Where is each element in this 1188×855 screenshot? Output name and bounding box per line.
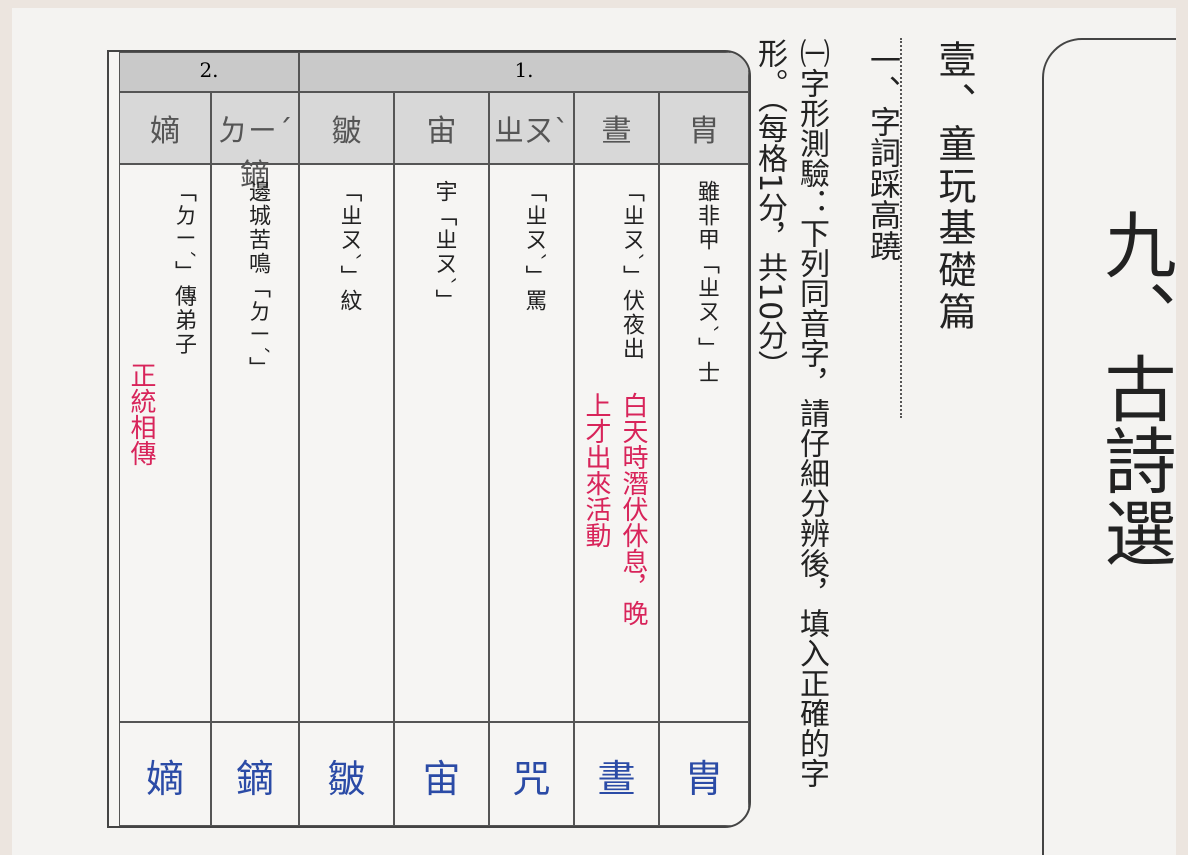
header-cell	[659, 92, 749, 164]
answer-cell	[394, 722, 489, 826]
body-cell	[489, 164, 574, 722]
prompt-text: 「ㄓㄡˋ」伏夜出	[619, 180, 644, 361]
body-cell	[659, 164, 749, 722]
body-cell	[574, 164, 659, 722]
header-char: ㄉㄧˊ鏑	[217, 114, 293, 193]
answer: 鏑	[235, 757, 274, 801]
header-char: 晝	[601, 114, 632, 149]
chapter-frame	[1042, 38, 1176, 855]
answer: 皺	[327, 757, 366, 801]
subsection-title: 一、字詞踩高蹺	[864, 44, 900, 261]
answer-cell	[574, 722, 659, 826]
header-cell	[574, 92, 659, 164]
header-char: 嫡	[150, 114, 180, 149]
body-cell	[119, 164, 211, 722]
handwritten-note: 白天時潛伏休息，晚上才出來活動	[581, 392, 648, 626]
header-char: 皺	[331, 114, 362, 149]
header-char: ㄓㄡˋ	[494, 114, 569, 149]
table: 1. 胄雖非甲「ㄓㄡˋ」士胄晝「ㄓㄡˋ」伏夜出 白天時潛伏休息，晚上才出來活動晝ㄓㄡ…	[107, 50, 751, 828]
header-cell	[299, 92, 394, 164]
section-title: 壹、童玩基礎篇	[932, 40, 976, 334]
answer-cell	[211, 722, 299, 826]
answer: 咒	[512, 757, 551, 801]
group-header	[119, 52, 299, 92]
body-cell	[211, 164, 299, 722]
header-char: 胄	[689, 114, 719, 149]
prompt-text: 「ㄓㄡˋ」罵	[521, 180, 547, 313]
header-cell	[119, 92, 211, 164]
prompt-text: 宇「ㄓㄡˋ」	[431, 180, 457, 313]
prompt-text: 「ㄓㄡˋ」紋	[336, 180, 362, 313]
answer: 晝	[597, 757, 636, 801]
body-cell	[394, 164, 489, 722]
chapter-title: 九、古詩選	[1092, 208, 1176, 568]
divider	[900, 38, 902, 418]
header-cell	[211, 92, 299, 164]
page: 九、古詩選 壹、童玩基礎篇 一、字詞踩高蹺 ㈠字形測驗：下列同音字，請仔細分辨後…	[12, 8, 1176, 855]
group-label: 2.	[199, 58, 219, 82]
prompt-text: 邊城苦鳴「ㄉㄧˊ」	[245, 180, 270, 381]
prompt-text: 「ㄉㄧˊ」傳弟子	[171, 180, 196, 357]
handwritten-note: 正統相傳	[126, 362, 156, 466]
header-cell	[394, 92, 489, 164]
answer-cell	[489, 722, 574, 826]
header-cell	[489, 92, 574, 164]
answer-cell	[119, 722, 211, 826]
answer: 嫡	[145, 757, 184, 801]
answer-cell	[299, 722, 394, 826]
answer: 宙	[422, 757, 461, 801]
group-header	[299, 52, 749, 92]
answer-cell	[659, 722, 749, 826]
group-label: 1.	[514, 58, 534, 82]
instruction: ㈠字形測驗：下列同音字，請仔細分辨後，填入正確的字形。（每格1分，共10分）	[752, 38, 829, 788]
prompt-text: 雖非甲「ㄓㄡˋ」士	[694, 180, 719, 385]
body-cell	[299, 164, 394, 722]
answer: 胄	[684, 757, 723, 801]
header-char: 宙	[426, 114, 457, 149]
